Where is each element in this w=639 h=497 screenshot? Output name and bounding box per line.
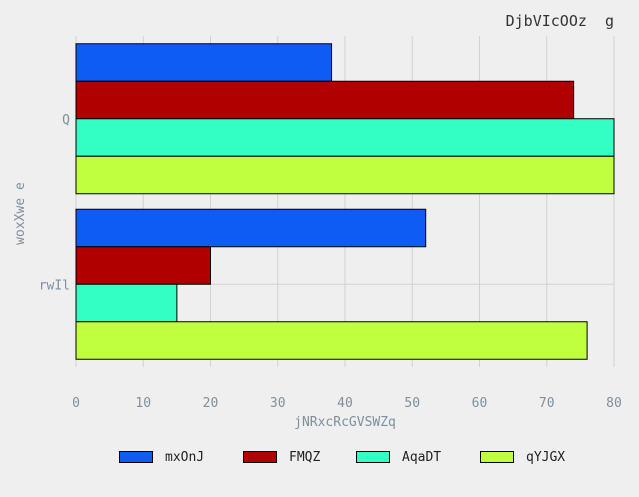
legend-swatch bbox=[243, 451, 277, 463]
x-tick-label: 30 bbox=[270, 396, 286, 411]
chart-legend: mxOnJ FMQZ AqaDT qYJGX bbox=[0, 446, 639, 468]
bar bbox=[75, 80, 575, 120]
legend-item-mxonj: mxOnJ bbox=[119, 446, 204, 468]
x-tick-label: 10 bbox=[135, 396, 151, 411]
x-tick-label: 60 bbox=[472, 396, 488, 411]
legend-label: mxOnJ bbox=[165, 449, 205, 465]
bar bbox=[75, 155, 615, 195]
legend-label: qYJGX bbox=[526, 449, 566, 465]
legend-swatch bbox=[356, 451, 390, 463]
legend-item-fmqz: FMQZ bbox=[243, 446, 320, 468]
legend-label: FMQZ bbox=[289, 449, 321, 465]
bar bbox=[75, 118, 615, 157]
chart-title: DjbVIcOOz g bbox=[505, 12, 614, 30]
x-tick-label: 0 bbox=[72, 396, 80, 411]
x-tick-label: 20 bbox=[203, 396, 219, 411]
bar bbox=[75, 208, 427, 248]
bar bbox=[75, 246, 211, 285]
x-tick-label: 70 bbox=[539, 396, 555, 411]
x-tick-label: 50 bbox=[404, 396, 420, 411]
x-tick-label: 40 bbox=[337, 396, 353, 411]
y-tick-label: Q bbox=[62, 113, 70, 128]
legend-swatch bbox=[480, 451, 514, 463]
bar bbox=[75, 321, 588, 360]
legend-label: AqaDT bbox=[402, 449, 442, 465]
bar bbox=[75, 43, 333, 82]
bar bbox=[75, 283, 178, 323]
y-axis-label: woxXwe e bbox=[13, 182, 28, 245]
x-axis-label: jNRxcRcGVSWZq bbox=[294, 415, 396, 430]
legend-item-aqadt: AqaDT bbox=[356, 446, 441, 468]
legend-item-qyjgx: qYJGX bbox=[480, 446, 565, 468]
y-tick-label: rwIl bbox=[39, 278, 70, 293]
x-tick-label: 80 bbox=[606, 396, 622, 411]
legend-swatch bbox=[119, 451, 153, 463]
